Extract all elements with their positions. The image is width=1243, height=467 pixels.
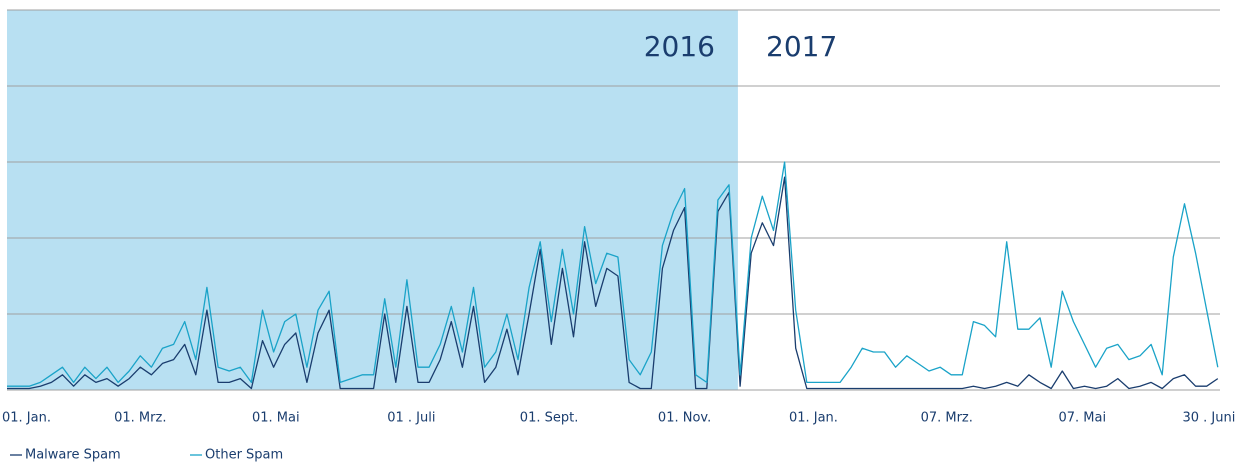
year-annotation: 2017 bbox=[766, 30, 837, 63]
x-tick-label: 07. Mai bbox=[1058, 411, 1106, 426]
year-shade bbox=[7, 10, 738, 390]
x-tick-label: 01. Jan. bbox=[2, 411, 51, 426]
series-line bbox=[7, 176, 1219, 390]
legend-label: Malware Spam bbox=[25, 448, 121, 463]
year-annotation: 2016 bbox=[644, 30, 715, 63]
x-tick-label: 07. Mrz. bbox=[921, 411, 973, 426]
legend: Malware Spam Other Spam bbox=[10, 448, 283, 463]
x-tick-label: 01. Mai bbox=[252, 411, 300, 426]
x-tick-label: 01. Sept. bbox=[520, 411, 579, 426]
x-tick-label: 01. Jan. bbox=[789, 411, 838, 426]
x-tick-label: 30 . Juni bbox=[1182, 411, 1235, 426]
grid-layer bbox=[7, 9, 1220, 391]
shade-layer bbox=[7, 10, 738, 390]
x-tick-label: 01. Nov. bbox=[658, 411, 711, 426]
x-tick-label: 01. Mrz. bbox=[114, 411, 166, 426]
x-tick-label: 01 . Juli bbox=[387, 411, 435, 426]
x-axis: 01. Jan. 01. Mrz. 01. Mai 01 . Juli 01. Sept… bbox=[2, 411, 1235, 426]
series-line bbox=[7, 161, 1219, 387]
legend-label: Other Spam bbox=[205, 448, 283, 463]
line-layer bbox=[7, 161, 1219, 390]
